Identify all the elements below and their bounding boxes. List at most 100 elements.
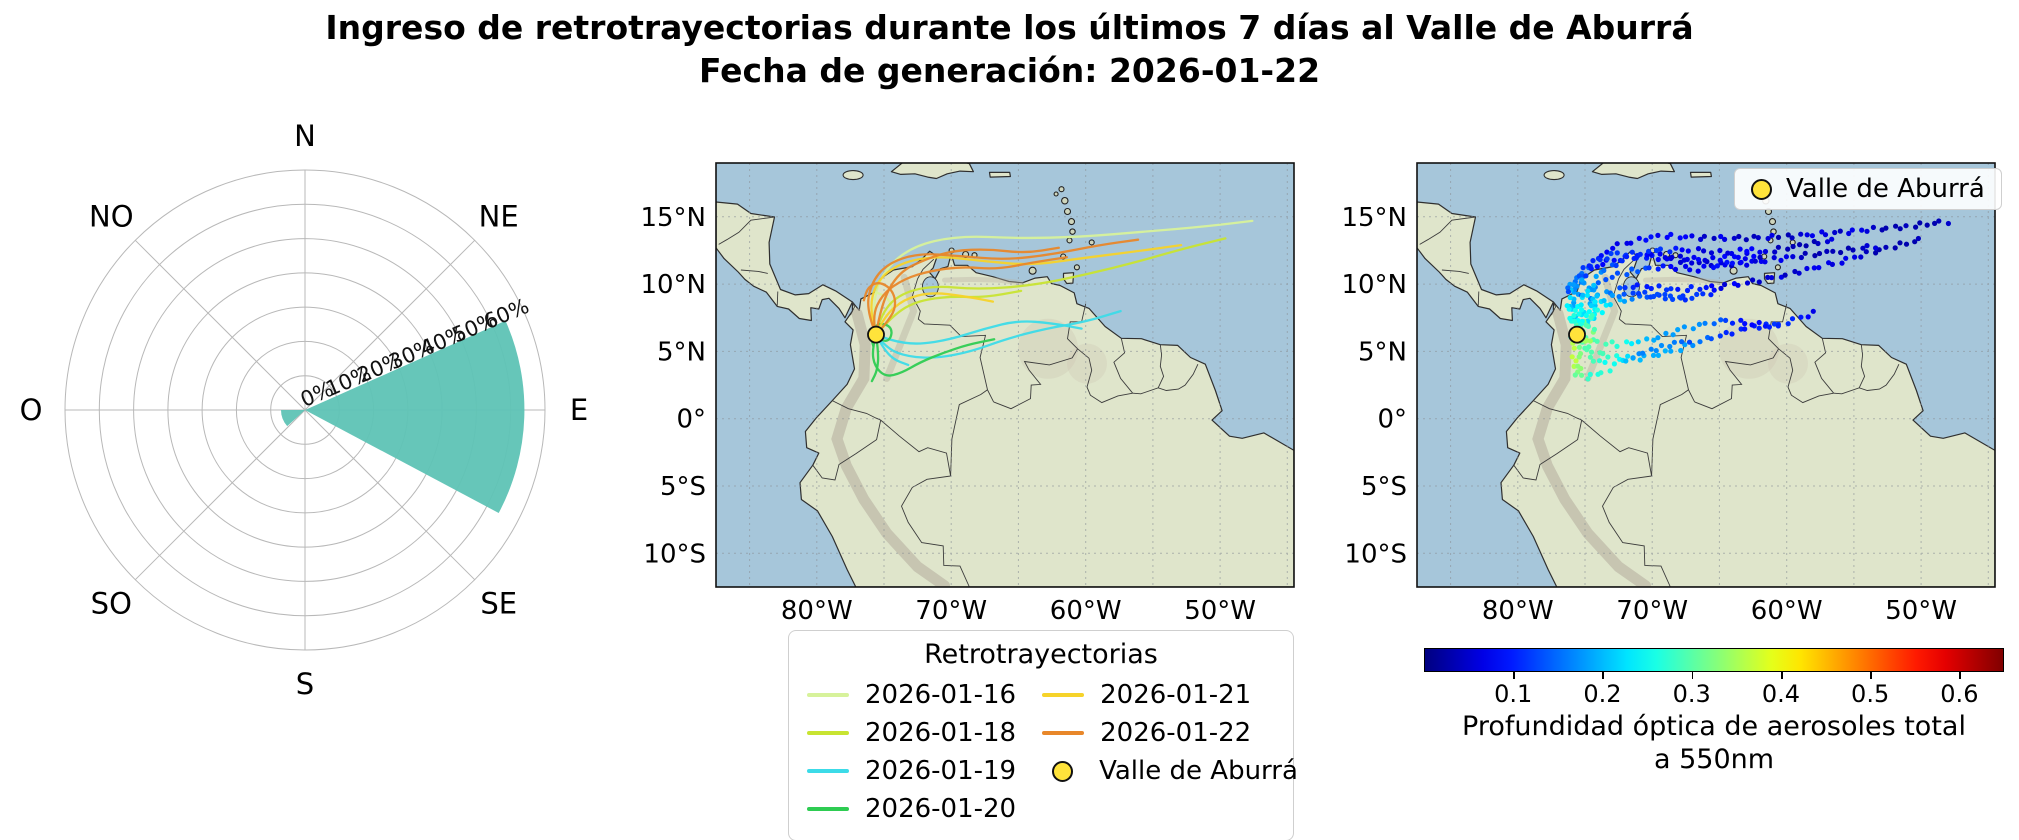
direction-label-E: E bbox=[570, 393, 588, 427]
direction-label-SE: SE bbox=[480, 587, 517, 621]
map-frame bbox=[1416, 162, 1996, 588]
y-tick: 10°N bbox=[640, 270, 706, 300]
colorbar-tick-mark bbox=[1780, 672, 1783, 679]
direction-label-S: S bbox=[296, 667, 314, 701]
island bbox=[1028, 266, 1037, 275]
colorbar-tick-mark bbox=[1602, 672, 1605, 679]
trajectory-2026-01-19 bbox=[874, 320, 1083, 345]
title-line2: Fecha de generación: 2026-01-22 bbox=[698, 51, 1321, 90]
legend-entries: 2026-01-16 2026-01-18 2026-01-19 2026-01-20… bbox=[807, 676, 1298, 828]
valle-marker-icon bbox=[1751, 178, 1772, 200]
windrose-petals bbox=[280, 320, 525, 513]
colorbar-tick-label: 0.6 bbox=[1940, 680, 1979, 708]
island-jamaica bbox=[1543, 170, 1565, 181]
y-tick: 5°S bbox=[660, 472, 706, 502]
island bbox=[1058, 186, 1065, 193]
windrose-direction-labels: N NE E SE S SO O NO bbox=[20, 119, 589, 701]
x-tick: 80°W bbox=[1482, 596, 1554, 626]
legend-line-swatch bbox=[807, 807, 849, 811]
trajectories bbox=[862, 219, 1254, 383]
x-tick: 60°W bbox=[1751, 596, 1823, 626]
trajectory-2026-01-22 bbox=[874, 246, 1060, 336]
trajectory-2026-01-20 bbox=[871, 333, 996, 377]
colorbar-ticks: 0.1 0.2 0.3 0.4 0.5 0.6 bbox=[1424, 672, 2004, 708]
legend-label: 2026-01-18 bbox=[865, 718, 1017, 748]
title-line1: Ingreso de retrotrayectorias durante los… bbox=[325, 8, 1694, 47]
windrose-petal bbox=[280, 410, 305, 427]
colorbar-tick-label: 0.5 bbox=[1851, 680, 1890, 708]
island bbox=[1061, 196, 1069, 205]
map-frame bbox=[715, 162, 1295, 588]
legend-entry-2026-01-21: 2026-01-21 bbox=[1042, 676, 1298, 714]
axis-tick-labels: 80°W 70°W 60°W 50°W 15°N 10°N 5°N 0° 5°S 10°S bbox=[640, 203, 1256, 626]
colorbar-tick-label: 0.3 bbox=[1672, 680, 1711, 708]
legend-label: 2026-01-16 bbox=[865, 680, 1017, 710]
legend-line-swatch bbox=[1042, 731, 1085, 735]
colorbar-tick-mark bbox=[1959, 672, 1961, 679]
trajectory-map: 80°W 70°W 60°W 50°W 15°N 10°N 5°N 0° 5°S 10°S bbox=[640, 162, 1295, 626]
aod-points bbox=[1564, 218, 1951, 382]
colorbar: 0.1 0.2 0.3 0.4 0.5 0.6 Profundidad óptica de… bbox=[1424, 648, 2004, 776]
legend-title: Retrotrayectorias bbox=[924, 639, 1158, 670]
aod-map: 80°W 70°W 60°W 50°W 15°N 10°N 5°N 0° 5°S 10°S bbox=[1341, 162, 1996, 626]
island-jamaica bbox=[842, 170, 864, 181]
y-tick: 0° bbox=[676, 405, 706, 435]
x-tick: 70°W bbox=[1616, 596, 1688, 626]
legend-entry-2026-01-16: 2026-01-16 bbox=[807, 676, 1016, 714]
x-tick: 80°W bbox=[781, 596, 853, 626]
trajectory-legend: Retrotrayectorias 2026-01-16 2026-01-18 20… bbox=[788, 630, 1298, 840]
figure-title: Ingreso de retrotrayectorias durante los… bbox=[0, 6, 2019, 92]
trajectory-2026-01-22 bbox=[873, 256, 1068, 336]
colorbar-tick-label: 0.2 bbox=[1583, 680, 1622, 708]
island bbox=[1063, 207, 1072, 216]
island bbox=[1067, 218, 1076, 226]
island bbox=[1774, 264, 1781, 271]
x-tick: 50°W bbox=[1885, 596, 1957, 626]
colorbar-label-line1: Profundidad óptica de aerosoles total bbox=[1462, 711, 1966, 742]
trajectory-2026-01-21 bbox=[870, 243, 1183, 336]
y-tick: 0° bbox=[1377, 405, 1407, 435]
legend-label: Valle de Aburrá bbox=[1099, 756, 1298, 786]
y-tick: 10°S bbox=[1344, 539, 1407, 569]
legend-label: 2026-01-22 bbox=[1100, 718, 1252, 748]
y-tick: 15°N bbox=[1341, 203, 1407, 233]
graticule bbox=[1417, 163, 1995, 587]
legend-label: 2026-01-20 bbox=[865, 794, 1017, 824]
windrose-petal bbox=[305, 320, 525, 513]
y-tick: 10°N bbox=[1341, 270, 1407, 300]
island bbox=[1069, 228, 1076, 235]
trajectory-2026-01-21 bbox=[874, 292, 995, 336]
island bbox=[1768, 218, 1777, 226]
trajectory-2026-01-22 bbox=[862, 282, 897, 336]
colorbar-tick-mark bbox=[1691, 672, 1694, 679]
country-borders bbox=[1419, 216, 1900, 587]
colorbar-tick-mark bbox=[1513, 672, 1515, 679]
island bbox=[1053, 191, 1059, 197]
x-tick: 70°W bbox=[915, 596, 987, 626]
direction-label-NE: NE bbox=[479, 199, 519, 233]
legend-line-swatch bbox=[1042, 693, 1085, 697]
y-tick: 5°N bbox=[1358, 337, 1407, 367]
trajectory-2026-01-18 bbox=[874, 289, 1023, 336]
map-legend-label: Valle de Aburrá bbox=[1786, 174, 1985, 204]
colorbar-tick-mark bbox=[1870, 672, 1872, 679]
legend-line-swatch bbox=[807, 693, 849, 697]
terrain-shading bbox=[831, 273, 1107, 587]
y-tick: 10°S bbox=[643, 539, 706, 569]
legend-entry-2026-01-18: 2026-01-18 bbox=[807, 714, 1016, 752]
colorbar-gradient bbox=[1424, 648, 2004, 672]
colorbar-tick-label: 0.4 bbox=[1761, 680, 1801, 708]
direction-label-NO: NO bbox=[89, 199, 134, 233]
y-tick: 5°N bbox=[657, 337, 706, 367]
y-tick: 15°N bbox=[640, 203, 706, 233]
colorbar-tick-label: 0.1 bbox=[1494, 680, 1533, 708]
trajectory-2026-01-20 bbox=[870, 333, 880, 383]
x-tick: 60°W bbox=[1050, 596, 1122, 626]
direction-label-N: N bbox=[294, 119, 316, 153]
direction-label-O: O bbox=[20, 393, 43, 427]
island bbox=[1073, 264, 1080, 271]
legend-entry-2026-01-19: 2026-01-19 bbox=[807, 752, 1016, 790]
legend-line-swatch bbox=[807, 731, 849, 735]
